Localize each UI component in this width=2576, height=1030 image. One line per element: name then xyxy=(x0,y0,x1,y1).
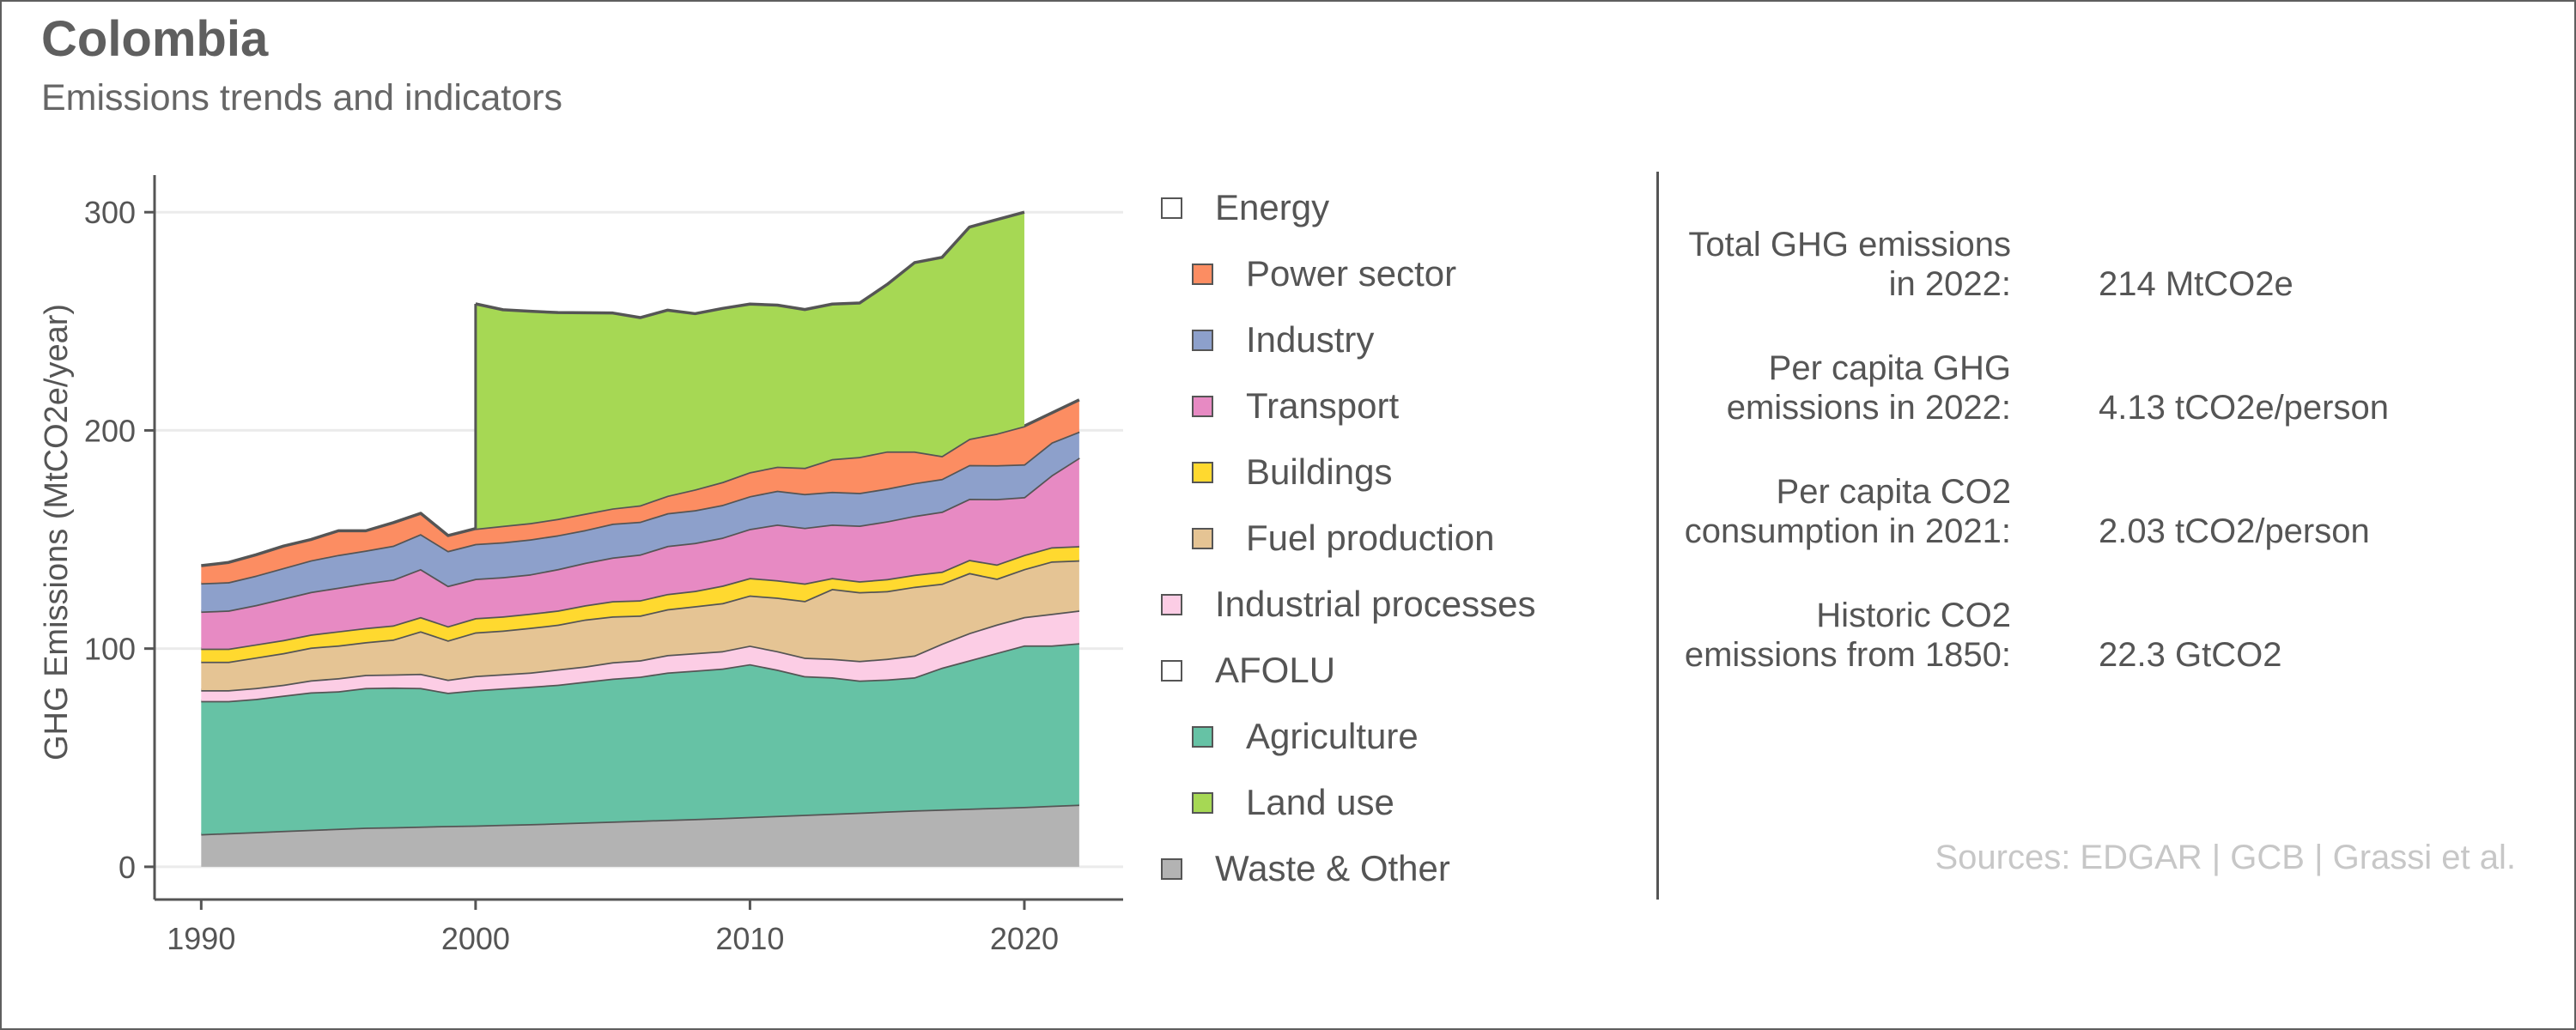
axes: 0 100 200 300 1990 2000 2010 2020 xyxy=(84,175,1123,956)
legend-swatch xyxy=(1192,725,1213,748)
y-tick-label-0: 0 xyxy=(118,850,136,885)
legend-label: Industry xyxy=(1246,319,1375,360)
indicator-value: 22.3 GtCO2 xyxy=(2099,636,2282,674)
page-title: Colombia xyxy=(41,11,269,67)
page-subtitle: Emissions trends and indicators xyxy=(41,77,563,118)
legend-label: Buildings xyxy=(1246,451,1393,492)
indicator-value: 4.13 tCO2e/person xyxy=(2099,389,2389,427)
y-tick-label-300: 300 xyxy=(84,195,136,230)
indicator-label: Historic CO2 emissions from 1850: xyxy=(1684,597,2011,674)
x-tick-label-1990: 1990 xyxy=(167,921,235,956)
legend-swatch xyxy=(1161,197,1182,219)
legend-item: Land use xyxy=(1192,777,1394,828)
x-tick-label-2020: 2020 xyxy=(990,921,1059,956)
y-tick-label-100: 100 xyxy=(84,632,136,667)
indicator-value: 2.03 tCO2/person xyxy=(2099,512,2370,550)
legend-item: Energy xyxy=(1161,182,1329,233)
legend-swatch xyxy=(1192,461,1213,483)
area-waste-other xyxy=(201,804,1079,867)
legend-label: Industrial processes xyxy=(1215,584,1536,624)
x-tick-label-2010: 2010 xyxy=(715,921,784,956)
legend-swatch xyxy=(1161,659,1182,682)
indicator-label: Per capita GHG emissions in 2022: xyxy=(1726,349,2011,427)
sources-note: Sources: EDGAR | GCB | Grassi et al. xyxy=(1935,839,2516,876)
area-power-sector xyxy=(201,399,1079,584)
legend-label: Agriculture xyxy=(1246,716,1419,756)
legend-swatch xyxy=(1192,395,1213,417)
indicator-row: Historic CO2 emissions from 1850: 22.3 Gt… xyxy=(1668,596,2561,682)
x-tick-label-2000: 2000 xyxy=(441,921,510,956)
area-industry xyxy=(201,431,1079,612)
legend-swatch xyxy=(1192,263,1213,285)
legend-item: Agriculture xyxy=(1192,711,1419,762)
indicator-label: Per capita CO2 consumption in 2021: xyxy=(1684,473,2011,550)
legend-item: Fuel production xyxy=(1192,512,1495,564)
legend-swatch xyxy=(1161,857,1182,880)
stacked-areas xyxy=(201,210,1080,867)
legend-label: Waste & Other xyxy=(1215,848,1450,888)
area-outline-land-use xyxy=(475,210,1025,319)
legend-item: Waste & Other xyxy=(1161,843,1450,894)
area-buildings xyxy=(201,546,1079,662)
indicator-row: Per capita GHG emissions in 2022: 4.13 tC… xyxy=(1668,348,2561,434)
y-tick-label-200: 200 xyxy=(84,413,136,448)
indicator-label: Total GHG emissions in 2022: xyxy=(1688,226,2011,303)
legend-item: Transport xyxy=(1192,380,1399,432)
area-land-use xyxy=(475,212,1024,529)
legend-swatch xyxy=(1161,593,1182,615)
indicator-value: 214 MtCO2e xyxy=(2099,265,2293,303)
indicator-row: Per capita CO2 consumption in 2021: 2.03 … xyxy=(1668,472,2561,558)
area-transport xyxy=(201,457,1079,649)
legend-label: AFOLU xyxy=(1215,650,1336,690)
legend-swatch xyxy=(1192,791,1213,814)
legend-label: Energy xyxy=(1215,187,1330,227)
legend-label: Transport xyxy=(1246,385,1400,426)
legend-item: Power sector xyxy=(1192,248,1456,300)
area-industrial-processes xyxy=(201,610,1079,701)
legend-item: Buildings xyxy=(1192,446,1392,498)
divider-line xyxy=(1656,172,1659,900)
y-axis-label: GHG Emissions (MtCO2e/year) xyxy=(39,304,75,760)
legend-item: Industry xyxy=(1192,314,1374,366)
legend-swatch xyxy=(1192,527,1213,549)
area-agriculture xyxy=(201,643,1079,834)
legend-label: Fuel production xyxy=(1246,518,1495,558)
indicator-row: Total GHG emissions in 2022: 214 MtCO2e xyxy=(1668,225,2561,311)
legend-label: Power sector xyxy=(1246,253,1457,294)
legend-item: Industrial processes xyxy=(1161,579,1536,630)
legend-swatch xyxy=(1192,329,1213,351)
legend-item: AFOLU xyxy=(1161,645,1335,696)
legend-label: Land use xyxy=(1246,782,1394,822)
